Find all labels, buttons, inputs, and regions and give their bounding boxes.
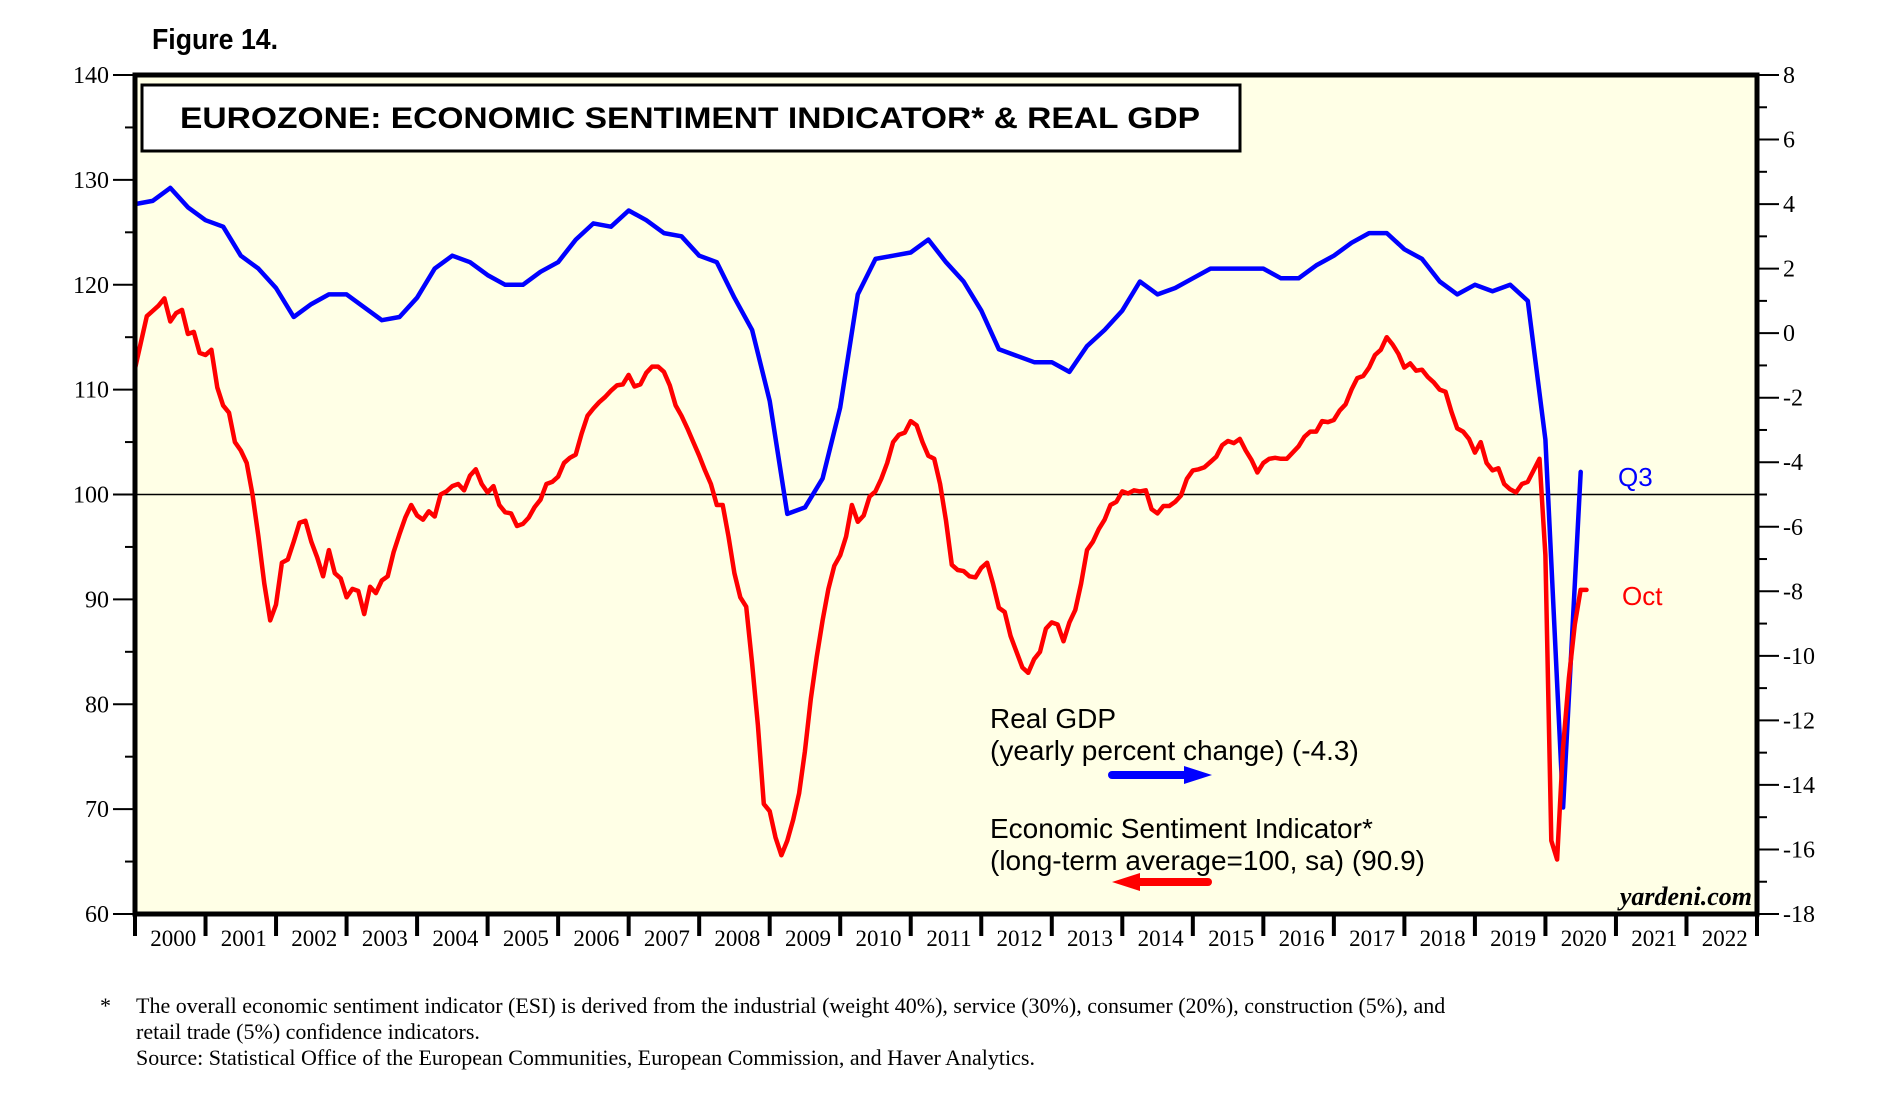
footnote-source: Source: Statistical Office of the Europe…: [136, 1045, 1035, 1070]
left-tick-label: 120: [73, 273, 109, 299]
x-tick-label: 2000: [150, 926, 196, 951]
x-tick-label: 2021: [1631, 926, 1677, 951]
right-tick-label: -16: [1783, 837, 1815, 863]
x-axis: 2000 2001 2002 2003 2004 2005 2006 2007 2008 2009…: [133, 914, 1759, 951]
footnote-line-1: The overall economic sentiment indicator…: [136, 993, 1446, 1018]
x-tick-label: 2001: [221, 926, 267, 951]
right-tick-label: 8: [1783, 63, 1795, 89]
title-box: EUROZONE: ECONOMIC SENTIMENT INDICATOR* …: [140, 83, 1242, 153]
legend-gdp-line2: (yearly percent change) (-4.3): [990, 735, 1359, 766]
left-tick-label: 130: [73, 168, 109, 194]
figure-label: Figure 14.: [152, 24, 279, 56]
x-tick-label: 2011: [926, 926, 971, 951]
left-tick-label: 60: [85, 902, 109, 928]
right-tick-label: -12: [1783, 708, 1815, 734]
right-tick-label: -14: [1783, 773, 1815, 799]
series-line-esi: [132, 296, 1589, 862]
x-tick-label: 2022: [1702, 926, 1748, 951]
series-line-real-gdp: [132, 185, 1583, 810]
right-tick-label: 0: [1783, 321, 1795, 347]
x-tick-label: 2014: [1138, 926, 1185, 951]
left-tick-label: 110: [74, 378, 109, 404]
x-tick-label: 2012: [997, 926, 1043, 951]
legend: Real GDP (yearly percent change) (-4.3) …: [990, 703, 1425, 891]
right-tick-label: -6: [1783, 515, 1803, 541]
x-tick-label: 2020: [1561, 926, 1607, 951]
left-axis: 60 70 80 90 100 110 120 130 140: [73, 63, 135, 928]
footnote-line-2: retail trade (5%) confidence indicators.: [136, 1019, 480, 1044]
right-tick-label: -8: [1783, 579, 1803, 605]
legend-esi-arrow-icon: [1112, 873, 1212, 891]
x-tick-label: 2016: [1279, 926, 1325, 951]
right-tick-label: -18: [1783, 902, 1815, 928]
right-axis: -18 -16 -14 -12 -10 -8 -6 -4 -2 0 2 4 6 8: [1757, 63, 1815, 928]
left-tick-label: 100: [73, 483, 109, 509]
x-tick-label: 2013: [1067, 926, 1113, 951]
x-tick-label: 2002: [291, 926, 337, 951]
right-tick-label: -2: [1783, 386, 1803, 412]
footnote-marker: *: [100, 993, 111, 1018]
x-tick-label: 2006: [573, 926, 619, 951]
watermark: yardeni.com: [1617, 882, 1752, 911]
x-tick-label: 2010: [855, 926, 901, 951]
x-tick-label: 2003: [362, 926, 408, 951]
x-tick-label: 2017: [1349, 926, 1395, 951]
end-label-esi: Oct: [1622, 581, 1663, 611]
right-tick-label: 4: [1783, 192, 1795, 218]
x-tick-label: 2007: [644, 926, 690, 951]
left-tick-label: 140: [73, 63, 109, 89]
x-tick-label: 2004: [432, 926, 479, 951]
chart-title: EUROZONE: ECONOMIC SENTIMENT INDICATOR* …: [180, 102, 1200, 135]
legend-esi-line1: Economic Sentiment Indicator*: [990, 813, 1373, 844]
left-tick-label: 80: [85, 692, 109, 718]
left-tick-label: 90: [85, 587, 109, 613]
x-tick-label: 2018: [1420, 926, 1466, 951]
series-group: [132, 185, 1589, 862]
x-tick-label: 2015: [1208, 926, 1254, 951]
right-tick-label: 6: [1783, 128, 1795, 154]
x-tick-label: 2019: [1490, 926, 1536, 951]
left-tick-label: 70: [85, 797, 109, 823]
right-tick-label: 2: [1783, 257, 1795, 283]
right-tick-label: -4: [1783, 450, 1803, 476]
legend-gdp-arrow-icon: [1108, 766, 1212, 784]
x-tick-label: 2005: [503, 926, 549, 951]
x-tick-label: 2009: [785, 926, 831, 951]
legend-gdp-line1: Real GDP: [990, 703, 1116, 734]
x-tick-label: 2008: [714, 926, 760, 951]
right-tick-label: -10: [1783, 644, 1815, 670]
end-label-gdp: Q3: [1618, 462, 1653, 492]
legend-esi-line2: (long-term average=100, sa) (90.9): [990, 845, 1425, 876]
title-box-frame: [140, 83, 1242, 153]
